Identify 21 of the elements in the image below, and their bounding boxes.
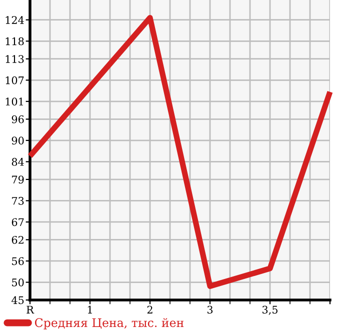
y-tick-label: 118 xyxy=(6,37,24,46)
y-tick-label: 79 xyxy=(12,176,24,184)
x-tick-label: R xyxy=(26,306,34,314)
x-tick-label: 3,5 xyxy=(262,306,278,315)
y-tick-label: 96 xyxy=(12,115,24,124)
x-tick-label: 2 xyxy=(147,306,152,314)
y-tick-label: 113 xyxy=(6,55,24,63)
y-tick-label: 84 xyxy=(12,158,24,166)
x-tick-label: 1 xyxy=(88,306,92,314)
y-tick-label: 124 xyxy=(6,16,24,24)
y-tick-label: 45 xyxy=(12,296,24,304)
y-tick-label: 73 xyxy=(12,196,24,205)
y-tick-label: 107 xyxy=(6,76,24,84)
y-tick-label: 56 xyxy=(12,257,24,266)
y-tick-label: 101 xyxy=(6,98,23,106)
x-tick-label: 3 xyxy=(207,306,213,314)
y-tick-label: 50 xyxy=(12,278,24,286)
y-tick-label: 90 xyxy=(12,136,24,145)
y-tick-label: 62 xyxy=(12,236,24,244)
legend-label: Средняя Цена, тыс. йен xyxy=(34,318,184,330)
y-tick-label: 67 xyxy=(12,218,24,226)
